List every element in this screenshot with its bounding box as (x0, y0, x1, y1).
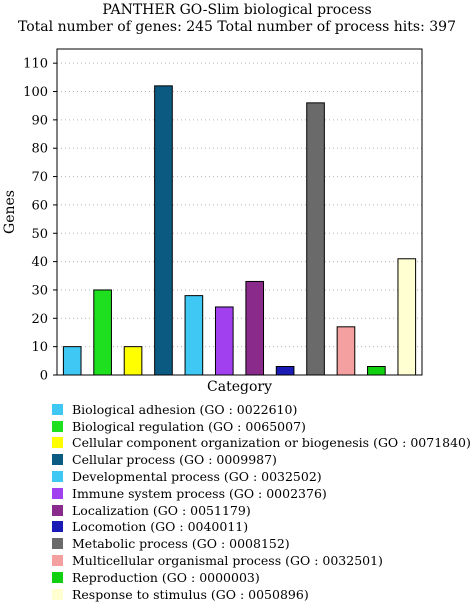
legend-label-8: Metabolic process (GO : 0008152) (72, 536, 290, 552)
y-tick-label-8: 80 (31, 142, 48, 157)
bar-9 (336, 326, 356, 376)
chart-subtitle: Total number of genes: 245 Total number … (18, 19, 456, 35)
bar-3 (154, 85, 173, 376)
legend-item-11: Response to stimulus (GO : 0050896) (52, 586, 471, 603)
legend-swatch-9 (52, 555, 63, 567)
y-tick-label-9: 90 (31, 113, 48, 128)
bar-10 (367, 366, 386, 376)
legend-label-11: Response to stimulus (GO : 0050896) (72, 586, 309, 602)
legend-swatch-8 (52, 538, 63, 550)
bar-chart: 0 10 20 30 40 50 60 70 80 90 100 110 Genes Category (2, 48, 423, 395)
legend-label-1: Biological regulation (GO : 0065007) (72, 418, 306, 434)
y-axis-ticks: 0 10 20 30 40 50 60 70 80 90 100 110 (23, 57, 57, 384)
legend-swatch-2 (52, 437, 63, 449)
legend-item-10: Reproduction (GO : 0000003) (52, 569, 471, 586)
legend-item-3: Cellular process (GO : 0009987) (52, 451, 471, 468)
y-axis-title: Genes (2, 190, 18, 234)
legend-label-2: Cellular component organization or bioge… (72, 435, 471, 451)
bar-11 (397, 258, 417, 376)
bar-4 (184, 295, 204, 376)
chart-title: PANTHER GO-Slim biological process (102, 2, 372, 18)
legend-label-10: Reproduction (GO : 0000003) (72, 569, 260, 585)
y-tick-label-1: 10 (31, 340, 48, 355)
bar-5 (214, 306, 234, 376)
y-tick-label-3: 30 (31, 283, 48, 298)
bar-7 (275, 366, 295, 376)
y-tick-label-2: 20 (31, 312, 48, 327)
legend-item-2: Cellular component organization or bioge… (52, 435, 471, 452)
legend-swatch-0 (52, 403, 63, 415)
legend-swatch-11 (52, 588, 63, 600)
legend-item-7: Locomotion (GO : 0040011) (52, 519, 471, 536)
y-tick-label-6: 60 (31, 198, 48, 213)
legend-swatch-6 (52, 504, 63, 516)
legend: Biological adhesion (GO : 0022610) Biolog… (52, 401, 471, 603)
legend-item-9: Multicellular organismal process (GO : 0… (52, 552, 471, 569)
legend-item-8: Metabolic process (GO : 0008152) (52, 535, 471, 552)
legend-label-7: Locomotion (GO : 0040011) (72, 519, 249, 535)
bar-2 (123, 346, 143, 376)
legend-label-4: Developmental process (GO : 0032502) (72, 469, 322, 485)
legend-swatch-3 (52, 454, 63, 466)
legend-swatch-7 (52, 521, 63, 533)
legend-label-3: Cellular process (GO : 0009987) (72, 452, 277, 468)
bar-0 (62, 346, 82, 376)
y-tick-label-7: 70 (31, 170, 48, 185)
legend-item-0: Biological adhesion (GO : 0022610) (52, 401, 471, 418)
y-tick-label-11: 110 (23, 57, 48, 72)
bars (62, 85, 417, 376)
legend-item-6: Localization (GO : 0051179) (52, 502, 471, 519)
legend-item-4: Developmental process (GO : 0032502) (52, 468, 471, 485)
legend-swatch-4 (52, 471, 63, 483)
legend-swatch-10 (52, 571, 63, 583)
bar-8 (306, 102, 325, 376)
legend-label-9: Multicellular organismal process (GO : 0… (72, 553, 383, 569)
y-tick-label-4: 40 (31, 255, 48, 270)
legend-swatch-1 (52, 420, 63, 432)
legend-swatch-5 (52, 487, 63, 499)
plot-frame (56, 48, 423, 376)
legend-label-6: Localization (GO : 0051179) (72, 502, 251, 518)
y-tick-label-0: 0 (40, 369, 48, 384)
y-tick-label-10: 100 (23, 85, 48, 100)
legend-item-5: Immune system process (GO : 0002376) (52, 485, 471, 502)
x-axis-title: Category (207, 379, 272, 395)
grid-lines (57, 62, 422, 348)
bar-6 (245, 280, 265, 376)
y-tick-label-5: 50 (31, 227, 48, 242)
bar-1 (93, 289, 112, 376)
legend-item-1: Biological regulation (GO : 0065007) (52, 418, 471, 435)
legend-label-5: Immune system process (GO : 0002376) (72, 485, 327, 501)
legend-label-0: Biological adhesion (GO : 0022610) (72, 401, 298, 417)
